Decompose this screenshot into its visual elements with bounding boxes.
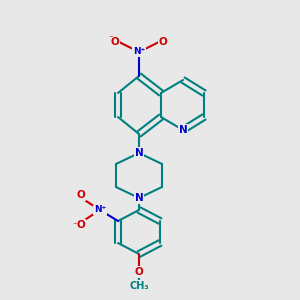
- Text: O: O: [111, 37, 119, 47]
- Text: N: N: [178, 125, 188, 135]
- Text: O: O: [135, 267, 143, 277]
- Text: N⁺: N⁺: [133, 47, 145, 56]
- Text: N: N: [135, 193, 143, 203]
- Text: O: O: [76, 190, 85, 200]
- Text: ⁻: ⁻: [109, 34, 113, 43]
- Text: O: O: [159, 37, 167, 47]
- Text: N: N: [135, 148, 143, 158]
- Text: N⁺: N⁺: [94, 206, 106, 214]
- Text: ⁻: ⁻: [73, 220, 77, 230]
- Text: O: O: [76, 220, 85, 230]
- Text: CH₃: CH₃: [129, 281, 149, 291]
